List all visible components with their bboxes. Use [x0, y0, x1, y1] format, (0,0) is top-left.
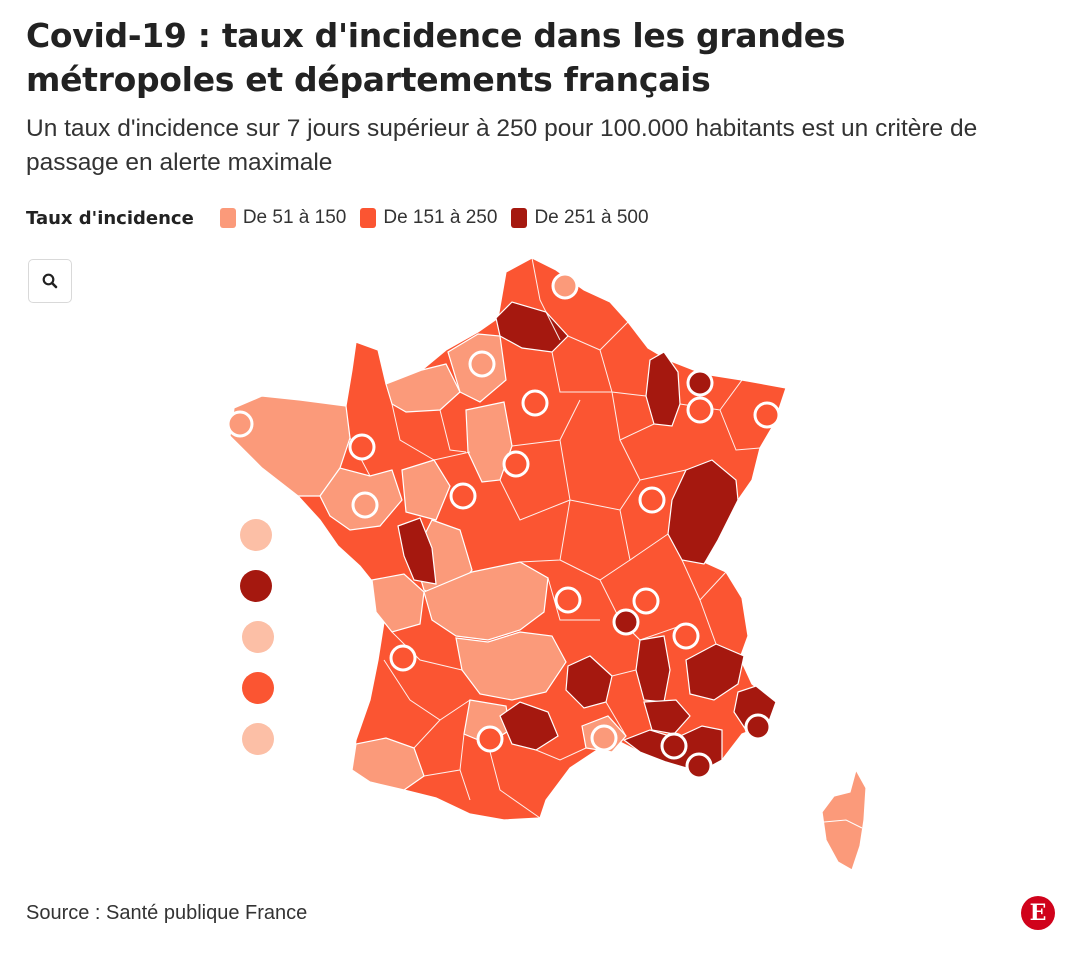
city-marker-nantes[interactable] — [351, 491, 379, 519]
region-doubs-jura — [667, 459, 739, 565]
city-marker-lille[interactable] — [551, 272, 579, 300]
legend-item-low: De 51 à 150 — [219, 207, 347, 229]
legend-swatch-low — [219, 208, 236, 228]
city-marker-lyon[interactable] — [632, 587, 660, 615]
legend-label-low: De 51 à 150 — [242, 207, 347, 228]
region-aveyron — [499, 701, 559, 751]
region-charente — [371, 573, 425, 633]
city-marker-rouen[interactable] — [468, 350, 496, 378]
city-marker-clermont[interactable] — [554, 586, 582, 614]
region-limousin — [423, 561, 549, 641]
city-marker-nice[interactable] — [744, 713, 772, 741]
city-marker-paris[interactable] — [521, 389, 549, 417]
city-marker-brest[interactable] — [226, 410, 254, 438]
city-marker-dijon[interactable] — [638, 486, 666, 514]
overseas-marker-2[interactable] — [240, 570, 272, 602]
city-marker-montpellier[interactable] — [590, 724, 618, 752]
legend-item-high: De 251 à 500 — [511, 207, 649, 229]
zoom-button[interactable] — [28, 259, 72, 303]
city-marker-rennes[interactable] — [348, 433, 376, 461]
legend-swatch-high — [511, 208, 528, 228]
overseas-marker-4[interactable] — [242, 672, 274, 704]
city-marker-marseille[interactable] — [660, 732, 688, 760]
overseas-marker-3[interactable] — [242, 621, 274, 653]
region-pyrenees-atlantiques — [351, 737, 425, 791]
page-subtitle: Un taux d'incidence sur 7 jours supérieu… — [26, 115, 978, 176]
region-meuse — [645, 351, 681, 427]
city-marker-tours[interactable] — [449, 482, 477, 510]
region-sarthe — [401, 459, 451, 521]
city-marker-bordeaux[interactable] — [389, 644, 417, 672]
brand-logo: E — [1021, 896, 1055, 930]
legend-item-mid: De 151 à 250 — [360, 207, 497, 229]
region-manche-orne — [385, 363, 461, 413]
city-markers[interactable] — [226, 272, 781, 780]
source-note: Source : Santé publique France — [26, 902, 308, 924]
overseas-marker-5[interactable] — [242, 723, 274, 755]
legend-title: Taux d'incidence — [26, 207, 194, 229]
city-marker-orleans[interactable] — [502, 450, 530, 478]
overseas-markers[interactable] — [240, 519, 274, 755]
region-lot-dordogne — [455, 631, 567, 701]
overseas-marker-1[interactable] — [240, 519, 272, 551]
corsica-border — [823, 819, 863, 829]
region-vienne — [397, 517, 437, 585]
city-marker-grenoble[interactable] — [672, 622, 700, 650]
city-marker-toulouse[interactable] — [476, 725, 504, 753]
color-legend: Taux d'incidence De 51 à 150 De 151 à 25… — [26, 203, 663, 233]
city-marker-metz[interactable] — [686, 369, 714, 397]
city-marker-toulon[interactable] — [685, 752, 713, 780]
legend-label-mid: De 151 à 250 — [383, 207, 498, 228]
city-marker-strasbourg[interactable] — [753, 401, 781, 429]
legend-swatch-mid — [360, 208, 377, 228]
search-icon — [42, 273, 58, 289]
region-somme — [495, 301, 569, 353]
city-marker-saint-etienne[interactable] — [612, 608, 640, 636]
page-title: Covid-19 : taux d'incidence dans les gra… — [26, 16, 846, 99]
region-vaucluse — [643, 699, 691, 735]
city-marker-nancy[interactable] — [686, 396, 714, 424]
legend-label-high: De 251 à 500 — [534, 207, 649, 228]
